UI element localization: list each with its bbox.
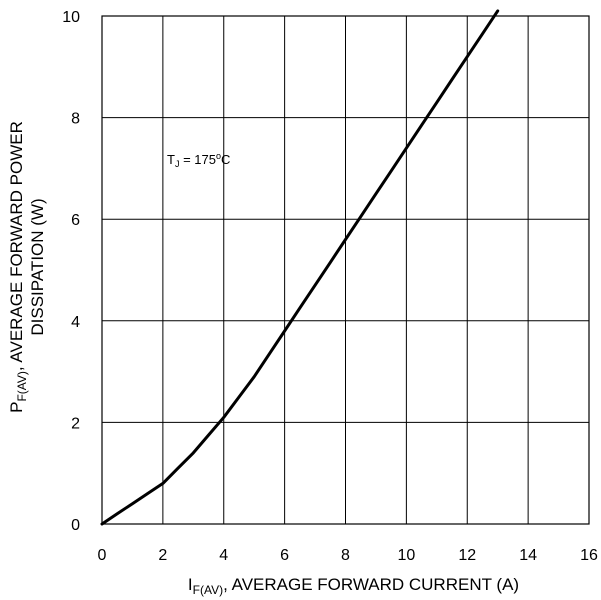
x-tick-label: 16 (580, 547, 598, 564)
y-tick-label: 4 (71, 314, 80, 331)
x-tick-label: 12 (458, 547, 476, 564)
series-line (100, 9, 500, 526)
y-axis-text-line1: , AVERAGE FORWARD POWER (7, 121, 26, 371)
x-tick-label: 14 (519, 547, 537, 564)
annotation-unit: C (221, 152, 230, 167)
annotation-superscript: o (216, 151, 221, 161)
x-tick-label: 6 (280, 547, 289, 564)
y-tick-label: 2 (71, 415, 80, 432)
y-axis-title-line2: DISSIPATION (W) (28, 198, 47, 335)
grid (101, 15, 590, 525)
annotation-subscript: J (175, 159, 180, 169)
x-tick-label: 2 (158, 547, 167, 564)
y-axis-subscript: F(AV) (15, 371, 29, 401)
y-tick-label: 0 (71, 517, 80, 534)
y-tick-labels: 0 2 4 6 8 10 (62, 9, 80, 534)
junction-temp-annotation: TJ = 175oC (167, 151, 230, 169)
x-tick-label: 10 (397, 547, 415, 564)
annotation-text: = 175 (179, 152, 216, 167)
x-axis-title: IF(AV), AVERAGE FORWARD CURRENT (A) (188, 575, 519, 597)
y-tick-label: 6 (71, 212, 80, 229)
x-axis-text: , AVERAGE FORWARD CURRENT (A) (223, 575, 519, 594)
x-tick-label: 4 (219, 547, 228, 564)
x-tick-label: 8 (341, 547, 350, 564)
plot-area (101, 15, 590, 525)
y-axis-symbol: P (7, 402, 26, 413)
y-tick-label: 10 (62, 9, 80, 26)
x-axis-subscript: F(AV) (193, 583, 223, 597)
x-tick-label: 0 (98, 547, 107, 564)
x-axis-symbol: I (188, 575, 193, 594)
x-tick-labels: 0 2 4 6 8 10 12 14 16 (98, 547, 598, 564)
y-axis-title: PF(AV), AVERAGE FORWARD POWER DISSIPATIO… (7, 121, 47, 413)
y-axis-title-line1: PF(AV), AVERAGE FORWARD POWER (7, 121, 29, 413)
y-axis-text-line2: DISSIPATION (W) (28, 198, 47, 335)
series-group (100, 9, 500, 526)
annotation-symbol: T (167, 152, 175, 167)
y-tick-label: 8 (71, 111, 80, 128)
